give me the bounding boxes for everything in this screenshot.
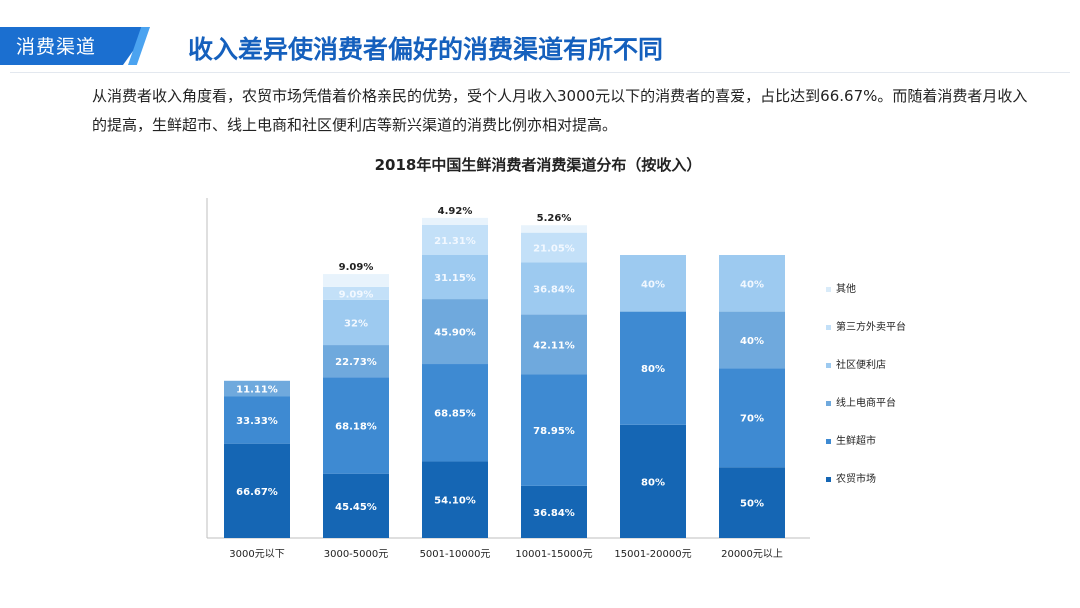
data-label: 40% bbox=[740, 279, 764, 290]
data-label: 40% bbox=[641, 279, 665, 290]
x-tick-label: 10001-15000元 bbox=[515, 549, 592, 560]
data-label: 11.11% bbox=[236, 385, 278, 396]
data-label: 70% bbox=[740, 414, 764, 425]
data-label: 21.05% bbox=[533, 244, 575, 255]
x-tick-labels: 3000元以下 3000-5000元 5001-10000元 10001-15000元… bbox=[229, 548, 783, 560]
legend-label: 生鲜超市 bbox=[836, 434, 876, 447]
data-label: 45.45% bbox=[335, 502, 377, 513]
bar-segment-1-1 bbox=[224, 443, 290, 538]
legend-label: 社区便利店 bbox=[836, 358, 886, 371]
data-label: 5.26% bbox=[537, 213, 572, 224]
bar-segment-3-3 bbox=[422, 299, 488, 365]
data-label: 45.90% bbox=[434, 328, 476, 339]
legend-swatch bbox=[826, 439, 831, 444]
legend-label: 农贸市场 bbox=[836, 472, 876, 485]
section-tag: 消费渠道 bbox=[0, 27, 150, 65]
x-tick-label: 20000元以上 bbox=[721, 548, 783, 560]
bar-segment-2-1 bbox=[323, 473, 389, 538]
bar-segment-1-2 bbox=[224, 396, 290, 444]
x-tick-label: 5001-10000元 bbox=[420, 549, 491, 560]
bar-segment-2-6 bbox=[323, 274, 389, 287]
data-label: 4.92% bbox=[438, 206, 473, 217]
bar-segment-3-5 bbox=[422, 224, 488, 255]
legend-swatch bbox=[826, 287, 831, 292]
data-label: 31.15% bbox=[434, 273, 476, 284]
bar-segment-6-2 bbox=[719, 368, 785, 468]
bar-segment-6-1 bbox=[719, 467, 785, 538]
data-label: 22.73% bbox=[335, 357, 377, 368]
header-divider bbox=[10, 72, 1070, 73]
bar-segment-5-1 bbox=[620, 424, 686, 538]
data-label: 9.09% bbox=[339, 289, 374, 300]
bar-segment-2-2 bbox=[323, 377, 389, 474]
bar-segment-2-4 bbox=[323, 299, 389, 346]
data-label: 36.84% bbox=[533, 508, 575, 519]
bar-segment-3-4 bbox=[422, 255, 488, 300]
bar-segment-5-4 bbox=[620, 255, 686, 312]
bar-segment-3-2 bbox=[422, 364, 488, 462]
data-label: 80% bbox=[641, 477, 665, 488]
data-label: 36.84% bbox=[533, 285, 575, 296]
data-label: 54.10% bbox=[434, 496, 476, 507]
legend-swatch bbox=[826, 363, 831, 368]
page-title: 收入差异使消费者偏好的消费渠道有所不同 bbox=[188, 35, 664, 64]
bars-group: 66.67% 33.33% 11.11% 45.45% 68.18% 22.73% 32% 9… bbox=[224, 206, 785, 538]
legend-swatch bbox=[826, 477, 831, 482]
bar-segment-4-3 bbox=[521, 314, 587, 375]
data-label: 78.95% bbox=[533, 426, 575, 437]
data-label: 32% bbox=[344, 318, 368, 329]
bar-segment-3-1 bbox=[422, 461, 488, 538]
data-label: 80% bbox=[641, 364, 665, 375]
bar-segment-4-1 bbox=[521, 485, 587, 538]
bar-segment-6-3 bbox=[719, 311, 785, 369]
bar-segment-5-2 bbox=[620, 311, 686, 425]
legend-swatch bbox=[826, 325, 831, 330]
bar-segment-4-5 bbox=[521, 232, 587, 263]
data-label: 68.85% bbox=[434, 409, 476, 420]
bar-segment-6-4 bbox=[719, 255, 785, 312]
bar-segment-3-6 bbox=[422, 217, 488, 225]
legend-label: 其他 bbox=[836, 282, 856, 295]
section-tag-label: 消费渠道 bbox=[16, 36, 97, 58]
legend-label: 线上电商平台 bbox=[836, 396, 896, 409]
data-label: 50% bbox=[740, 499, 764, 510]
data-label: 68.18% bbox=[335, 421, 377, 432]
legend-swatch bbox=[826, 401, 831, 406]
data-label: 40% bbox=[740, 336, 764, 347]
bar-segment-2-5 bbox=[323, 286, 389, 300]
bar-segment-4-2 bbox=[521, 374, 587, 486]
x-tick-label: 3000-5000元 bbox=[324, 549, 389, 560]
legend-label: 第三方外卖平台 bbox=[836, 320, 906, 333]
bar-segment-4-6 bbox=[521, 225, 587, 233]
bar-segment-2-3 bbox=[323, 345, 389, 378]
data-label: 33.33% bbox=[236, 416, 278, 427]
data-label: 21.31% bbox=[434, 236, 476, 247]
x-tick-label: 3000元以下 bbox=[229, 549, 284, 560]
data-label: 9.09% bbox=[339, 262, 374, 273]
data-label: 66.67% bbox=[236, 487, 278, 498]
bar-segment-4-4 bbox=[521, 262, 587, 315]
bar-segment-1-3 bbox=[224, 380, 290, 397]
description-text: 从消费者收入角度看，农贸市场凭借着价格亲民的优势，受个人月收入3000元以下的消… bbox=[92, 87, 1028, 134]
x-tick-label: 15001-20000元 bbox=[614, 549, 691, 560]
data-label: 42.11% bbox=[533, 340, 575, 351]
chart-title: 2018年中国生鲜消费者消费渠道分布（按收入） bbox=[375, 156, 702, 174]
